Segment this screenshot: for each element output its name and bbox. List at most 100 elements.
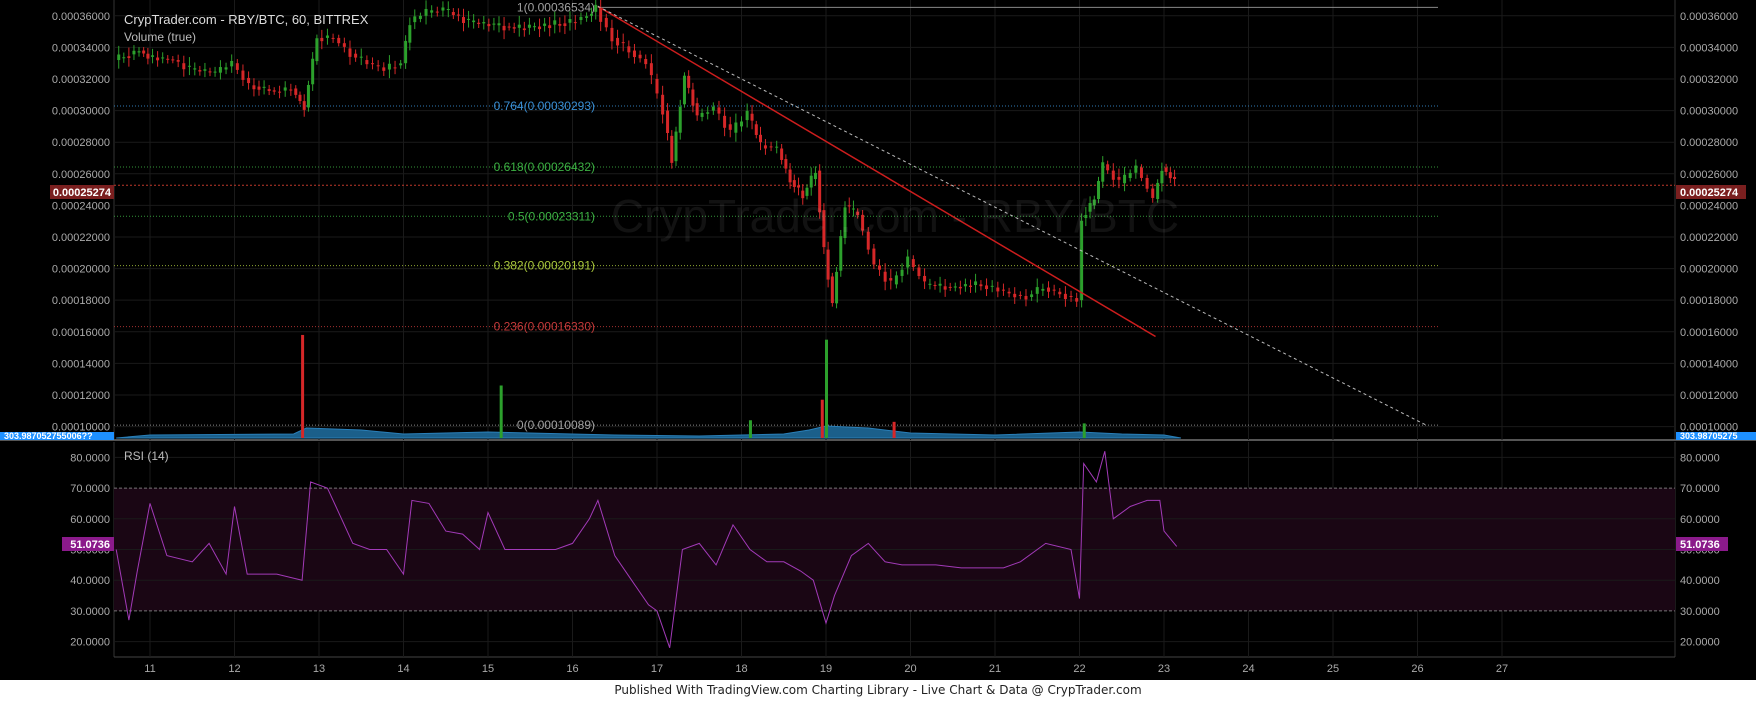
candle-body[interactable] (283, 87, 287, 91)
rsi-legend[interactable]: RSI (14) (124, 449, 169, 463)
candle-body[interactable] (117, 54, 121, 61)
candle-body[interactable] (337, 37, 341, 44)
candles-series[interactable] (117, 0, 1177, 309)
candle-body[interactable] (176, 60, 180, 62)
candle-body[interactable] (137, 51, 141, 53)
rsi-line[interactable] (115, 451, 1178, 648)
candle-body[interactable] (805, 187, 809, 196)
candle-body[interactable] (792, 180, 796, 187)
candle-body[interactable] (151, 55, 155, 57)
candle-body[interactable] (527, 24, 531, 28)
candle-body[interactable] (695, 103, 699, 116)
candle-body[interactable] (917, 267, 921, 277)
candle-body[interactable] (393, 67, 397, 69)
candle-body[interactable] (1052, 289, 1056, 291)
candle-body[interactable] (187, 65, 191, 67)
candle-body[interactable] (517, 24, 521, 28)
candle-body[interactable] (538, 26, 542, 30)
candle-body[interactable] (872, 248, 876, 265)
volume-legend[interactable]: Volume (true) (124, 30, 196, 44)
candle-body[interactable] (906, 256, 910, 268)
candle-body[interactable] (193, 68, 197, 70)
candle-body[interactable] (666, 110, 670, 134)
candle-body[interactable] (241, 70, 245, 80)
candle-body[interactable] (933, 285, 937, 287)
candle-body[interactable] (769, 146, 773, 148)
candle-body[interactable] (257, 86, 261, 90)
candle-body[interactable] (784, 159, 788, 169)
candle-body[interactable] (354, 53, 358, 58)
candle-body[interactable] (682, 75, 686, 105)
candle-body[interactable] (430, 10, 434, 13)
trendlines[interactable] (597, 5, 1427, 426)
candle-body[interactable] (700, 112, 704, 117)
candle-body[interactable] (267, 89, 271, 91)
candle-body[interactable] (938, 283, 942, 286)
candle-body[interactable] (1013, 293, 1017, 298)
candle-body[interactable] (418, 15, 422, 19)
rsi-series[interactable] (115, 451, 1178, 648)
candle-body[interactable] (387, 63, 391, 70)
candle-body[interactable] (424, 8, 428, 16)
candle-body[interactable] (182, 63, 186, 70)
candle-body[interactable] (801, 190, 805, 199)
candle-body[interactable] (579, 17, 583, 21)
candle-body[interactable] (563, 23, 567, 27)
candle-body[interactable] (1145, 178, 1149, 189)
candle-body[interactable] (861, 214, 865, 231)
candle-body[interactable] (851, 208, 855, 210)
candle-body[interactable] (553, 20, 557, 25)
candle-body[interactable] (1035, 287, 1039, 294)
trendline-solid[interactable] (597, 5, 1156, 338)
candle-body[interactable] (482, 22, 486, 24)
candle-body[interactable] (278, 91, 282, 93)
candle-body[interactable] (446, 9, 450, 11)
footer-attribution[interactable]: Published With TradingView.com Charting … (614, 683, 1142, 697)
candle-body[interactable] (1030, 294, 1034, 298)
candle-body[interactable] (298, 94, 302, 102)
candle-body[interactable] (161, 57, 165, 59)
candle-body[interactable] (889, 278, 893, 281)
candle-body[interactable] (644, 58, 648, 65)
candle-body[interactable] (599, 7, 603, 22)
candle-body[interactable] (302, 101, 306, 110)
candle-body[interactable] (728, 124, 732, 130)
fib-levels[interactable]: 1(0.00036534) 0.764(0.00030293) 0.618(0.00… (114, 0, 1675, 432)
candle-body[interactable] (166, 58, 170, 60)
candle-body[interactable] (856, 211, 860, 216)
candle-body[interactable] (843, 207, 847, 239)
candle-body[interactable] (775, 146, 779, 148)
candle-body[interactable] (750, 113, 754, 121)
candle-body[interactable] (441, 7, 445, 11)
candle-body[interactable] (963, 284, 967, 287)
candle-body[interactable] (678, 106, 682, 133)
candle-body[interactable] (911, 259, 915, 268)
candle-body[interactable] (399, 63, 403, 66)
candle-body[interactable] (315, 38, 319, 62)
candle-body[interactable] (687, 75, 691, 88)
candle-body[interactable] (953, 286, 957, 288)
candle-body[interactable] (1097, 181, 1101, 200)
candle-body[interactable] (974, 281, 978, 286)
candle-body[interactable] (788, 169, 792, 183)
candle-body[interactable] (497, 23, 501, 26)
candle-body[interactable] (674, 131, 678, 162)
candle-body[interactable] (208, 71, 212, 73)
candle-body[interactable] (826, 249, 830, 280)
candle-body[interactable] (492, 23, 496, 25)
candle-body[interactable] (1058, 291, 1062, 295)
candle-body[interactable] (900, 269, 904, 276)
candle-body[interactable] (1041, 288, 1045, 291)
candle-body[interactable] (923, 275, 927, 282)
candle-body[interactable] (487, 24, 491, 27)
candle-body[interactable] (142, 50, 146, 54)
candle-body[interactable] (780, 148, 784, 160)
candle-body[interactable] (835, 271, 839, 304)
candle-body[interactable] (590, 13, 594, 16)
candle-body[interactable] (1001, 289, 1005, 291)
candle-body[interactable] (745, 110, 749, 121)
candle-body[interactable] (1106, 164, 1110, 171)
candle-body[interactable] (507, 26, 511, 28)
candle-body[interactable] (213, 71, 217, 73)
candle-body[interactable] (247, 77, 251, 84)
